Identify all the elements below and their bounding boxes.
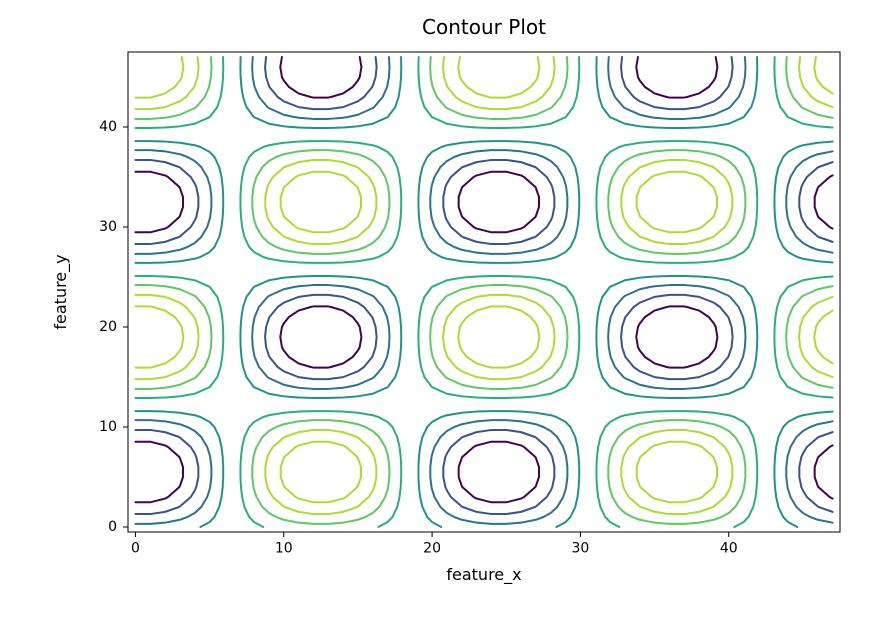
contour-line [458,57,539,98]
contour-line [815,445,833,498]
contour-figure: 0 10 20 30 40 0 10 20 30 40 feature_x feature_y Cont… [0,0,890,625]
contour-line [608,285,745,389]
contour-line [636,306,717,367]
x-axis-label: feature_x [446,565,521,585]
contour-line [786,286,832,388]
chart-title: Contour Plot [422,15,546,39]
contour-line [281,172,361,233]
contour-line [280,57,361,98]
x-tick-label: 20 [423,541,441,557]
contour-line [252,420,389,524]
y-tick-label: 20 [99,319,117,335]
contour-line [135,306,183,367]
contour-line [135,57,198,109]
contour-line [135,172,183,233]
contour-line [799,57,833,107]
x-tick-label: 0 [131,541,140,557]
contour-line [135,57,183,98]
contour-line [430,420,567,524]
contour-line [265,57,377,109]
contour-line [799,432,832,512]
contour-line [636,57,717,98]
contour-line [786,57,832,118]
contour-line [814,311,832,364]
contour-line [280,306,361,367]
y-tick-label: 30 [99,219,117,235]
contour-line [459,442,539,503]
contour-line [637,172,717,233]
y-tick-label: 0 [108,519,117,535]
contour-line [786,421,832,522]
contour-line [458,306,539,367]
contour-line [608,150,745,254]
contour-line [786,151,832,252]
contour-line [608,420,745,524]
contour-line [814,57,832,93]
contour-line [459,172,539,233]
contour-line [430,285,567,389]
contour-line [281,442,361,503]
y-tick-label: 10 [99,419,117,435]
contour-line [799,297,833,377]
y-axis-label: feature_y [51,254,71,329]
contour-line [430,150,567,254]
plot-area [135,57,832,527]
contour-line [252,150,389,254]
contour-line [265,295,377,379]
contour-line [135,442,183,503]
contour-line [443,57,555,109]
contour-line [799,162,832,242]
y-tick-label: 40 [99,119,117,135]
contour-line [443,295,555,379]
axes-spines [128,52,840,532]
contour-line [621,295,733,379]
contour-line [135,57,223,128]
x-tick-label: 10 [275,541,293,557]
contour-line [815,175,833,228]
contour-line [621,57,733,109]
x-tick-label: 30 [572,541,590,557]
contour-line [637,442,717,503]
contour-line [135,411,223,527]
x-tick-label: 40 [720,541,738,557]
contour-line [135,295,198,379]
contour-line [252,285,389,389]
